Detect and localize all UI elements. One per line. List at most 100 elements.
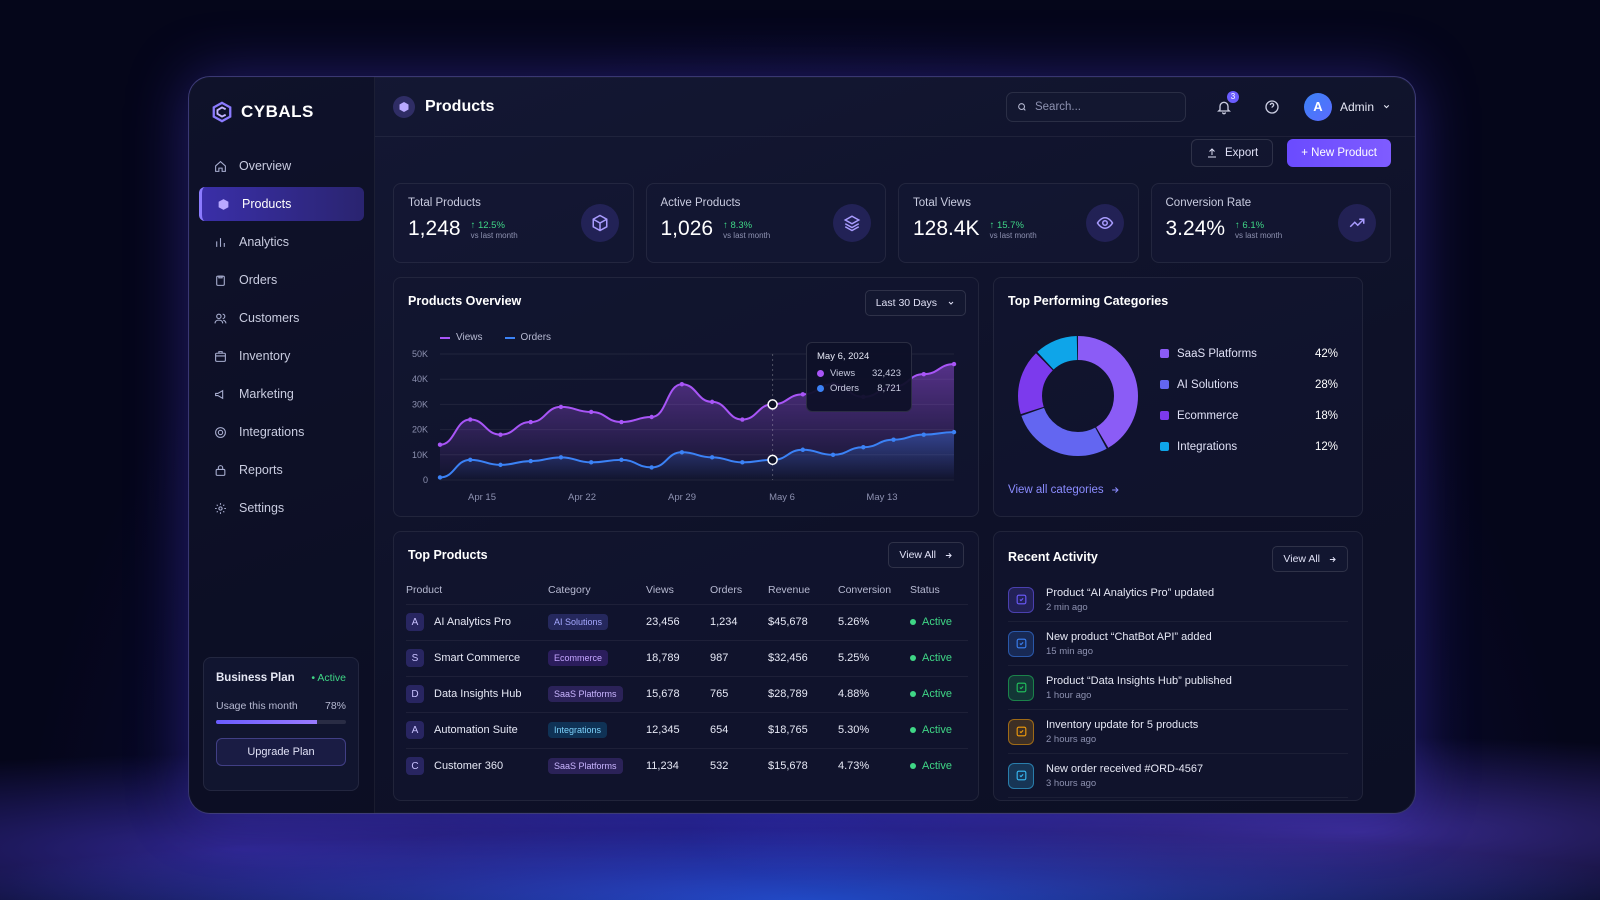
product-name[interactable]: Data Insights Hub <box>434 688 522 700</box>
revenue-cell: $15,678 <box>768 747 838 784</box>
view-all-activity-button[interactable]: View All <box>1272 546 1348 572</box>
column-header[interactable]: Orders <box>710 583 743 596</box>
category-pill: SaaS Platforms <box>548 686 623 702</box>
product-avatar: D <box>406 685 424 703</box>
product-name[interactable]: AI Analytics Pro <box>434 616 512 628</box>
search-input[interactable] <box>1034 100 1175 113</box>
search-box[interactable] <box>1005 91 1186 122</box>
tooltip-views-label: Views <box>830 368 856 379</box>
table-row[interactable]: D Data Insights Hub SaaS Platforms 15,678 76… <box>406 675 968 712</box>
product-name[interactable]: Smart Commerce <box>434 652 521 664</box>
data-point[interactable] <box>921 371 926 377</box>
data-point[interactable] <box>830 452 836 457</box>
categories-donut-chart[interactable] <box>1008 326 1148 466</box>
sidebar-item-overview[interactable]: Overview <box>199 149 364 183</box>
table-row[interactable]: S Smart Commerce Ecommerce 18,789 987 $32,456… <box>406 639 968 676</box>
table-row[interactable]: C Customer 360 SaaS Platforms 11,234 532 $15,… <box>406 747 968 784</box>
data-point[interactable] <box>588 409 594 415</box>
data-point[interactable] <box>468 457 473 463</box>
data-point[interactable] <box>437 475 443 480</box>
data-point[interactable] <box>498 432 503 437</box>
donut-slice[interactable] <box>1018 336 1138 456</box>
export-button[interactable]: Export <box>1191 139 1274 167</box>
notifications-button[interactable]: 3 <box>1214 90 1239 117</box>
column-header[interactable]: Category <box>548 583 591 596</box>
data-point[interactable] <box>921 432 926 437</box>
column-header[interactable]: Product <box>406 583 443 596</box>
upgrade-plan-button[interactable]: Upgrade Plan <box>216 738 346 766</box>
sidebar-item-integrations[interactable]: Integrations <box>199 415 364 449</box>
activity-item[interactable]: Product “AI Analytics Pro” updated 2 min … <box>1008 578 1348 622</box>
data-point[interactable] <box>649 414 654 420</box>
sidebar-nav: Overview Products Analytics Orders Custo… <box>189 145 374 533</box>
data-point[interactable] <box>528 419 533 425</box>
sidebar-item-settings[interactable]: Settings <box>199 491 364 525</box>
data-point[interactable] <box>709 455 715 460</box>
data-point[interactable] <box>861 445 866 450</box>
main-content: Products 3 A Admin Export <box>375 77 1415 813</box>
user-menu[interactable]: A Admin <box>1303 92 1391 121</box>
data-point[interactable] <box>468 417 473 422</box>
view-all-categories-link[interactable]: View all categories <box>1008 484 1120 496</box>
sidebar-item-orders[interactable]: Orders <box>199 263 364 297</box>
donut-slice[interactable] <box>1018 336 1138 456</box>
table-row[interactable]: A AI Analytics Pro AI Solutions 23,456 1,234… <box>406 603 968 640</box>
data-point[interactable] <box>951 361 957 367</box>
range-dropdown[interactable]: Last 30 Days <box>864 290 966 316</box>
help-button[interactable] <box>1262 97 1282 117</box>
activity-item[interactable]: Product “Data Insights Hub” published 1 h… <box>1008 666 1348 710</box>
sidebar-item-customers[interactable]: Customers <box>199 301 364 335</box>
y-tick-label: 50K <box>412 349 428 359</box>
data-point[interactable] <box>437 442 443 447</box>
x-tick-label: Apr 29 <box>668 492 696 503</box>
data-point[interactable] <box>891 437 896 442</box>
data-point[interactable] <box>619 419 624 425</box>
package-icon <box>213 349 227 363</box>
sidebar-item-inventory[interactable]: Inventory <box>199 339 364 373</box>
data-point[interactable] <box>679 382 685 387</box>
column-header[interactable]: Conversion <box>838 583 892 596</box>
export-label: Export <box>1225 147 1259 159</box>
data-point[interactable] <box>740 460 745 465</box>
product-name[interactable]: Automation Suite <box>434 724 518 736</box>
sidebar-item-reports[interactable]: Reports <box>199 453 364 487</box>
top-categories-panel: Top Performing Categories SaaS Platforms… <box>993 277 1363 517</box>
product-name[interactable]: Customer 360 <box>434 760 504 773</box>
activity-item[interactable]: Inventory update for 5 products 2 hours a… <box>1008 710 1348 754</box>
donut-slice[interactable] <box>1018 336 1138 456</box>
view-all-label: View All <box>899 549 936 561</box>
data-point[interactable] <box>558 404 564 410</box>
data-point[interactable] <box>800 447 806 452</box>
stat-label: Conversion Rate <box>1165 197 1252 209</box>
data-point[interactable] <box>558 455 564 460</box>
sidebar-item-marketing[interactable]: Marketing <box>199 377 364 411</box>
stat-card-conversion-rate: Conversion Rate 3.24% ↑ 6.1% vs last mont… <box>1150 183 1391 263</box>
view-all-products-button[interactable]: View All <box>888 542 964 568</box>
data-point[interactable] <box>498 462 503 468</box>
data-point[interactable] <box>709 399 715 405</box>
data-point[interactable] <box>588 460 594 465</box>
data-point[interactable] <box>619 457 624 463</box>
data-point[interactable] <box>528 458 533 464</box>
data-point[interactable] <box>951 429 957 435</box>
column-header[interactable]: Status <box>910 583 940 596</box>
column-header[interactable]: Views <box>646 583 674 596</box>
cube-icon <box>580 204 619 242</box>
series-area-orders <box>440 432 954 480</box>
column-header[interactable]: Revenue <box>768 583 811 596</box>
tooltip-date: May 6, 2024 <box>817 351 870 362</box>
sidebar-item-products[interactable]: Products <box>199 187 364 221</box>
sidebar-item-analytics[interactable]: Analytics <box>199 225 364 259</box>
activity-title: New order received #ORD-4567 <box>1046 762 1204 775</box>
data-point[interactable] <box>679 450 685 455</box>
data-point[interactable] <box>649 465 654 470</box>
activity-item[interactable]: New product “ChatBot API” added 15 min ag… <box>1008 622 1348 666</box>
hover-marker <box>767 454 778 466</box>
sidebar: CYBALS Overview Products Analytics Order… <box>189 77 375 813</box>
data-point[interactable] <box>800 392 806 397</box>
series-line-orders[interactable] <box>439 431 955 479</box>
new-product-button[interactable]: + New Product <box>1287 139 1391 167</box>
activity-item[interactable]: New order received #ORD-4567 3 hours ago <box>1008 754 1348 798</box>
data-point[interactable] <box>740 417 745 422</box>
table-row[interactable]: A Automation Suite Integrations 12,345 654 $1… <box>406 711 968 748</box>
